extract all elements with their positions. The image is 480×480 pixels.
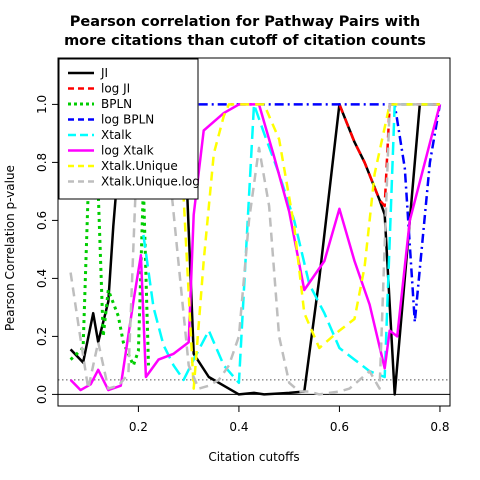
chart-title-line-1: Pearson correlation for Pathway Pairs wi… [70, 14, 420, 30]
x-tick-label: 0.2 [129, 420, 148, 434]
plot-frame [57, 57, 451, 407]
y-axis-label: Pearson Correlation p-value [3, 165, 17, 331]
legend-label: Xtalk.Unique.log [101, 175, 200, 189]
legend-label: Xtalk [101, 128, 132, 142]
y-tick-label: 0.8 [35, 153, 49, 172]
chart-title-line-2: more citations than cutoff of citation c… [64, 33, 426, 49]
x-tick-label: 0.8 [430, 420, 449, 434]
series-line-bpln [69, 108, 150, 367]
legend-label: log BPLN [101, 113, 154, 127]
legend-label: JI [100, 66, 108, 80]
x-axis-label: Citation cutoffs [208, 450, 299, 464]
y-tick-label: 0.2 [35, 327, 49, 346]
x-tick-label: 0.4 [229, 420, 248, 434]
legend-label: BPLN [101, 97, 132, 111]
y-tick-label: 0.4 [35, 269, 49, 288]
series-line-xtalk [142, 103, 440, 385]
legend-box [58, 58, 199, 200]
legend-label: log Xtalk [101, 144, 154, 158]
legend-label: Xtalk.Unique [101, 159, 178, 173]
legend-label: log JI [101, 82, 130, 96]
x-tick-label: 0.6 [330, 420, 349, 434]
y-tick-label: 0.6 [35, 211, 49, 230]
y-tick-label: 0.0 [35, 385, 49, 404]
series-line-xtalk-unique-log [69, 103, 440, 396]
y-tick-label: 1.0 [35, 95, 49, 114]
